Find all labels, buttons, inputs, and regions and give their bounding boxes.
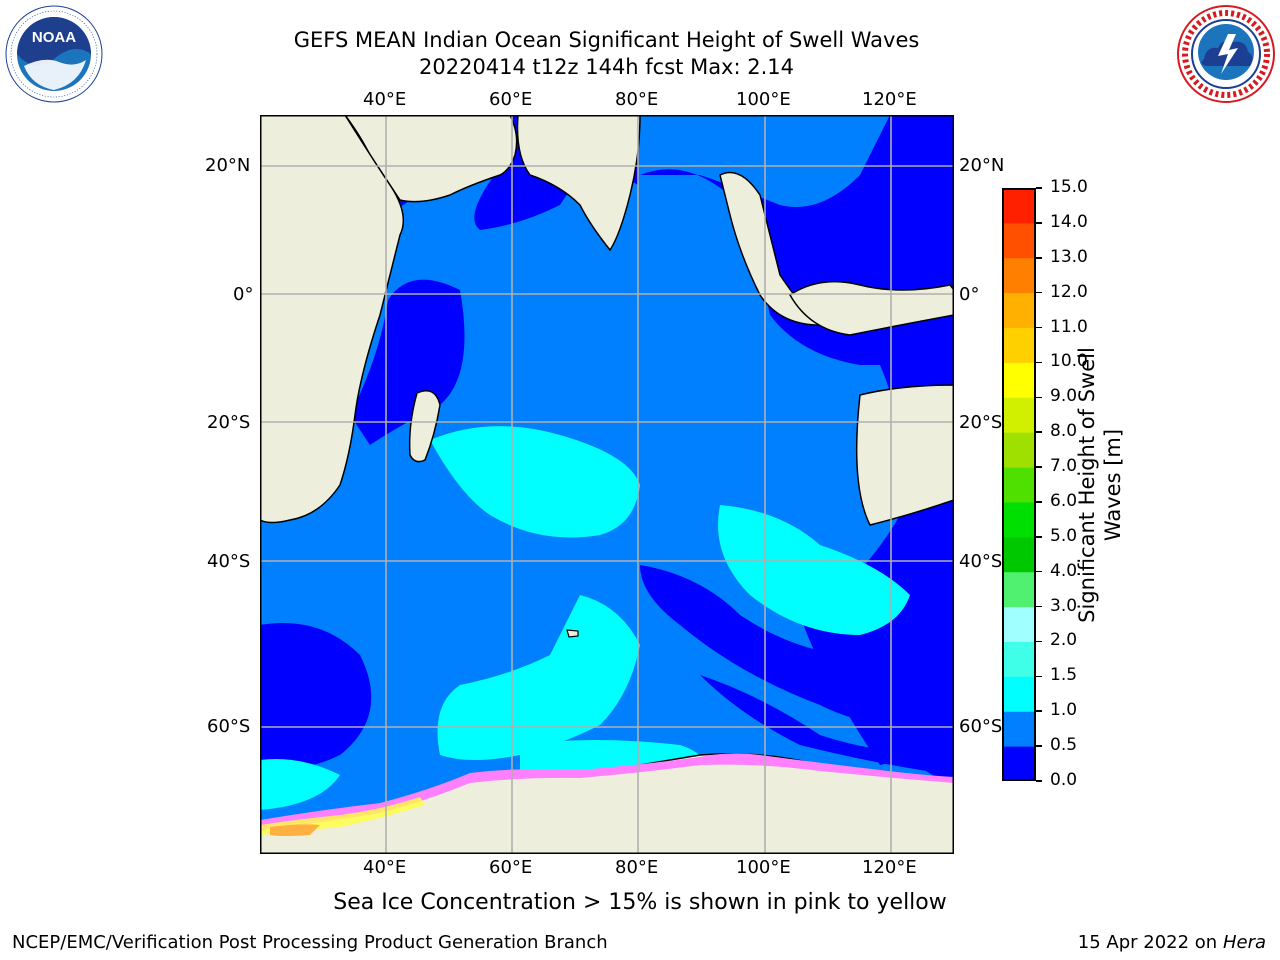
colorbar-swatch: [1002, 501, 1036, 538]
colorbar-tick-label: 8.0: [1050, 421, 1078, 442]
colorbar-title-line2: Waves [m]: [1101, 428, 1125, 542]
lat-label-right-0: 0°: [959, 284, 980, 305]
lon-label-bottom-100e: 100°E: [736, 857, 791, 878]
kerguelen-island: [566, 629, 579, 638]
colorbar-tick-label: 2.0: [1050, 630, 1078, 651]
nws-logo: [1176, 4, 1276, 108]
colorbar-swatch: [1002, 222, 1036, 259]
colorbar-tick-mark: [1036, 326, 1042, 329]
noaa-logo: NOAA: [4, 4, 104, 108]
colorbar-swatch: [1002, 746, 1036, 782]
colorbar-swatch: [1002, 467, 1036, 503]
lon-label-top-100e: 100°E: [736, 89, 791, 110]
colorbar-tick-label: 0.5: [1050, 735, 1078, 756]
colorbar-tick-mark: [1036, 291, 1042, 294]
colorbar-swatch: [1002, 327, 1036, 363]
lon-label-top-120e: 120°E: [862, 89, 917, 110]
colorbar-swatch: [1002, 362, 1036, 398]
lon-label-top-80e: 80°E: [615, 89, 659, 110]
colorbar-tick-label: 13.0: [1050, 246, 1088, 267]
sea-ice-band: [260, 753, 954, 836]
colorbar-tick-mark: [1036, 431, 1042, 433]
colorbar-tick-label: 4.0: [1050, 560, 1078, 581]
high-swell-zones: [260, 426, 910, 810]
lon-label-bottom-80e: 80°E: [615, 857, 659, 878]
colorbar-tick-mark: [1036, 536, 1042, 538]
colorbar-title: Significant Height of Swell Waves [m]: [1074, 340, 1126, 630]
colorbar-swatch: [1002, 641, 1036, 677]
colorbar-tick-mark: [1036, 605, 1042, 608]
lat-label-left-60s: 60°S: [207, 716, 251, 737]
colorbar-tick-mark: [1036, 222, 1042, 224]
colorbar-swatch: [1002, 606, 1036, 642]
map-frame: [260, 115, 954, 854]
colorbar-swatch: [1002, 571, 1036, 608]
chart-subtitle: 20220414 t12z 144h fcst Max: 2.14: [419, 55, 794, 79]
lat-label-right-40s: 40°S: [959, 551, 1003, 572]
lon-label-top-40e: 40°E: [363, 89, 407, 110]
colorbar-tick-label: 3.0: [1050, 595, 1078, 616]
colorbar-tick-mark: [1036, 257, 1042, 259]
colorbar-tick-mark: [1036, 570, 1042, 573]
colorbar-tick-label: 6.0: [1050, 490, 1078, 511]
lon-label-bottom-60e: 60°E: [489, 857, 533, 878]
colorbar-tick-mark: [1036, 501, 1042, 503]
landmasses: [259, 114, 955, 855]
lon-label-bottom-120e: 120°E: [862, 857, 917, 878]
colorbar-tick-label: 14.0: [1050, 211, 1088, 232]
colorbar-tick-label: 10.0: [1050, 351, 1088, 372]
lat-label-right-60s: 60°S: [959, 716, 1003, 737]
colorbar-ticks: 0.0 0.5 1.0 1.5 2.0 3.0 4.0 5.0 6.0 7.0 8.0 9.0 10.0…: [1036, 177, 1106, 790]
colorbar-tick-mark: [1036, 640, 1042, 643]
colorbar-tick-mark: [1036, 187, 1042, 189]
colorbar-tick-label: 5.0: [1050, 525, 1078, 546]
colorbar-tick-mark: [1036, 361, 1042, 364]
colorbar-frame: [1002, 188, 1036, 781]
footer-host: Hera: [1222, 932, 1266, 953]
lat-label-left-40s: 40°S: [207, 551, 251, 572]
sea-ice-caption: Sea Ice Concentration > 15% is shown in …: [333, 890, 947, 915]
lat-label-right-20s: 20°S: [959, 412, 1003, 433]
colorbar-swatch: [1002, 711, 1036, 747]
lon-label-top-60e: 60°E: [489, 89, 533, 110]
colorbar-tick-label: 0.0: [1050, 770, 1078, 790]
colorbar-tick-label: 11.0: [1050, 316, 1088, 337]
colorbar-tick-mark: [1036, 710, 1042, 712]
colorbar-tick-mark: [1036, 466, 1042, 468]
lat-label-left-20n: 20°N: [205, 155, 251, 176]
lon-label-bottom-40e: 40°E: [363, 857, 407, 878]
chart-title: GEFS MEAN Indian Ocean Significant Heigh…: [293, 28, 920, 52]
colorbar-swatch: [1002, 536, 1036, 573]
map-panel: [259, 114, 955, 858]
colorbar-swatch: [1002, 397, 1036, 433]
colorbar-swatch: [1002, 292, 1036, 329]
lat-label-left-20s: 20°S: [207, 412, 251, 433]
colorbar-tick-label: 7.0: [1050, 456, 1078, 477]
colorbar-tick-mark: [1036, 675, 1042, 678]
colorbar-tick-mark: [1036, 745, 1042, 747]
graticule: [260, 115, 954, 854]
colorbar-swatch: [1002, 257, 1036, 294]
colorbar-tick-label: 12.0: [1050, 281, 1088, 302]
colorbar-swatch: [1002, 188, 1036, 224]
colorbar-swatch: [1002, 676, 1036, 712]
lat-label-right-20n: 20°N: [959, 155, 1005, 176]
colorbar-tick-label: 15.0: [1050, 177, 1088, 197]
colorbar: [1002, 188, 1036, 785]
colorbar-swatch: [1002, 432, 1036, 468]
colorbar-title-line1: Significant Height of Swell: [1075, 347, 1099, 623]
footer-date: 15 Apr 2022 on Hera: [1078, 932, 1266, 953]
lat-label-left-0: 0°: [233, 284, 254, 305]
colorbar-tick-mark: [1036, 396, 1042, 399]
colorbar-tick-mark: [1036, 780, 1042, 782]
footer-branch: NCEP/EMC/Verification Post Processing Pr…: [12, 932, 608, 953]
footer-date-text: 15 Apr 2022 on: [1077, 932, 1223, 953]
colorbar-tick-label: 1.0: [1050, 700, 1078, 721]
colorbar-tick-label: 1.5: [1050, 665, 1078, 686]
colorbar-tick-label: 9.0: [1050, 386, 1078, 407]
noaa-logo-text: NOAA: [32, 29, 76, 46]
